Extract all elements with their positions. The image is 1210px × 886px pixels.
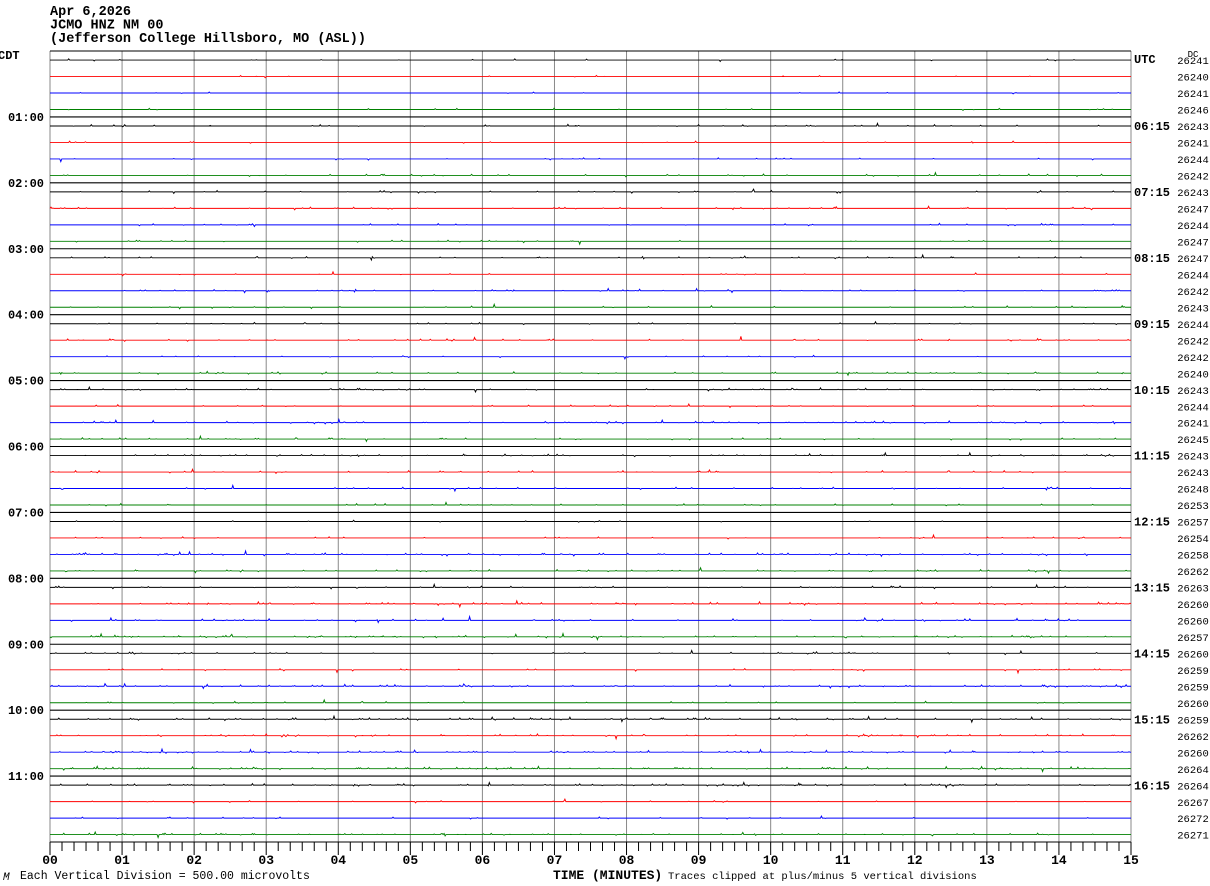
svg-text:00: 00 [42,853,58,868]
svg-text:12:15: 12:15 [1134,516,1170,530]
svg-text:09:15: 09:15 [1134,318,1170,332]
svg-text:26242: 26242 [1177,353,1209,365]
svg-text:26264: 26264 [1177,765,1209,777]
svg-text:26260: 26260 [1177,649,1209,661]
svg-text:26247: 26247 [1177,254,1209,266]
svg-text:26259: 26259 [1177,666,1209,678]
svg-text:26253: 26253 [1177,501,1209,513]
svg-text:26240: 26240 [1177,73,1209,85]
svg-text:07: 07 [547,853,563,868]
svg-text:08:00: 08:00 [8,572,44,586]
svg-text:01:00: 01:00 [8,111,44,125]
svg-text:26271: 26271 [1177,831,1209,843]
svg-text:08: 08 [619,853,635,868]
svg-text:10:15: 10:15 [1134,384,1170,398]
svg-text:26259: 26259 [1177,682,1209,694]
svg-text:26258: 26258 [1177,551,1209,563]
svg-text:11: 11 [835,853,851,868]
svg-text:26240: 26240 [1177,369,1209,381]
svg-text:26244: 26244 [1177,402,1209,414]
svg-text:TIME (MINUTES): TIME (MINUTES) [553,868,662,883]
svg-text:26242: 26242 [1177,172,1209,184]
svg-text:14:15: 14:15 [1134,647,1170,661]
svg-text:26259: 26259 [1177,715,1209,727]
svg-text:Traces clipped at plus/minus 5: Traces clipped at plus/minus 5 vertical … [668,871,977,883]
svg-text:15:15: 15:15 [1134,713,1170,727]
svg-text:05: 05 [403,853,419,868]
svg-text:26248: 26248 [1177,485,1209,497]
svg-text:26243: 26243 [1177,188,1209,200]
svg-text:11:00: 11:00 [8,770,44,784]
svg-text:13:15: 13:15 [1134,582,1170,596]
svg-text:07:15: 07:15 [1134,186,1170,200]
svg-text:09:00: 09:00 [8,638,44,652]
svg-text:16:15: 16:15 [1134,779,1170,793]
svg-text:05:00: 05:00 [8,375,44,389]
svg-text:26241: 26241 [1177,89,1209,101]
svg-text:(Jefferson College Hillsboro,: (Jefferson College Hillsboro, MO (ASL)) [50,32,366,47]
svg-text:08:15: 08:15 [1134,252,1170,266]
svg-text:26247: 26247 [1177,237,1209,249]
svg-text:06:15: 06:15 [1134,120,1170,134]
svg-text:26242: 26242 [1177,336,1209,348]
svg-text:26244: 26244 [1177,155,1209,167]
svg-text:04:00: 04:00 [8,309,44,323]
svg-text:26244: 26244 [1177,320,1209,332]
svg-text:26267: 26267 [1177,798,1209,810]
svg-text:26260: 26260 [1177,600,1209,612]
svg-text:13: 13 [979,853,995,868]
svg-text:26263: 26263 [1177,584,1209,596]
svg-text:26243: 26243 [1177,386,1209,398]
svg-text:03:00: 03:00 [8,243,44,257]
svg-text:UTC: UTC [1134,53,1156,67]
svg-text:09: 09 [691,853,707,868]
svg-text:06: 06 [475,853,491,868]
svg-text:03: 03 [258,853,274,868]
svg-text:26254: 26254 [1177,534,1209,546]
svg-text:07:00: 07:00 [8,506,44,520]
svg-text:26245: 26245 [1177,435,1209,447]
svg-text:26241: 26241 [1177,139,1209,151]
svg-text:26260: 26260 [1177,616,1209,628]
svg-text:26260: 26260 [1177,748,1209,760]
svg-text:26242: 26242 [1177,287,1209,299]
svg-text:26257: 26257 [1177,518,1209,530]
svg-text:26241: 26241 [1177,419,1209,431]
svg-text:26257: 26257 [1177,633,1209,645]
svg-text:M: M [3,872,10,884]
svg-text:26246: 26246 [1177,106,1209,118]
svg-text:10: 10 [763,853,779,868]
svg-text:26262: 26262 [1177,732,1209,744]
svg-text:26264: 26264 [1177,781,1209,793]
svg-text:26244: 26244 [1177,221,1209,233]
svg-text:02: 02 [186,853,202,868]
svg-text:26243: 26243 [1177,122,1209,134]
svg-text:04: 04 [330,853,346,868]
svg-text:26244: 26244 [1177,270,1209,282]
svg-text:26241: 26241 [1177,56,1209,68]
svg-text:26262: 26262 [1177,567,1209,579]
svg-text:02:00: 02:00 [8,177,44,191]
svg-text:15: 15 [1123,853,1139,868]
svg-text:26243: 26243 [1177,468,1209,480]
svg-text:26247: 26247 [1177,205,1209,217]
svg-text:26243: 26243 [1177,303,1209,315]
svg-text:01: 01 [114,853,130,868]
svg-text:11:15: 11:15 [1134,450,1170,464]
svg-text:CDT: CDT [0,49,20,63]
svg-text:26272: 26272 [1177,814,1209,826]
svg-text:12: 12 [907,853,923,868]
svg-text:06:00: 06:00 [8,441,44,455]
svg-text:10:00: 10:00 [8,704,44,718]
svg-text:26243: 26243 [1177,452,1209,464]
svg-text:Each Vertical Division = 500.: Each Vertical Division = 500.00 microvol… [20,870,310,883]
svg-text:14: 14 [1051,853,1067,868]
svg-text:26260: 26260 [1177,699,1209,711]
